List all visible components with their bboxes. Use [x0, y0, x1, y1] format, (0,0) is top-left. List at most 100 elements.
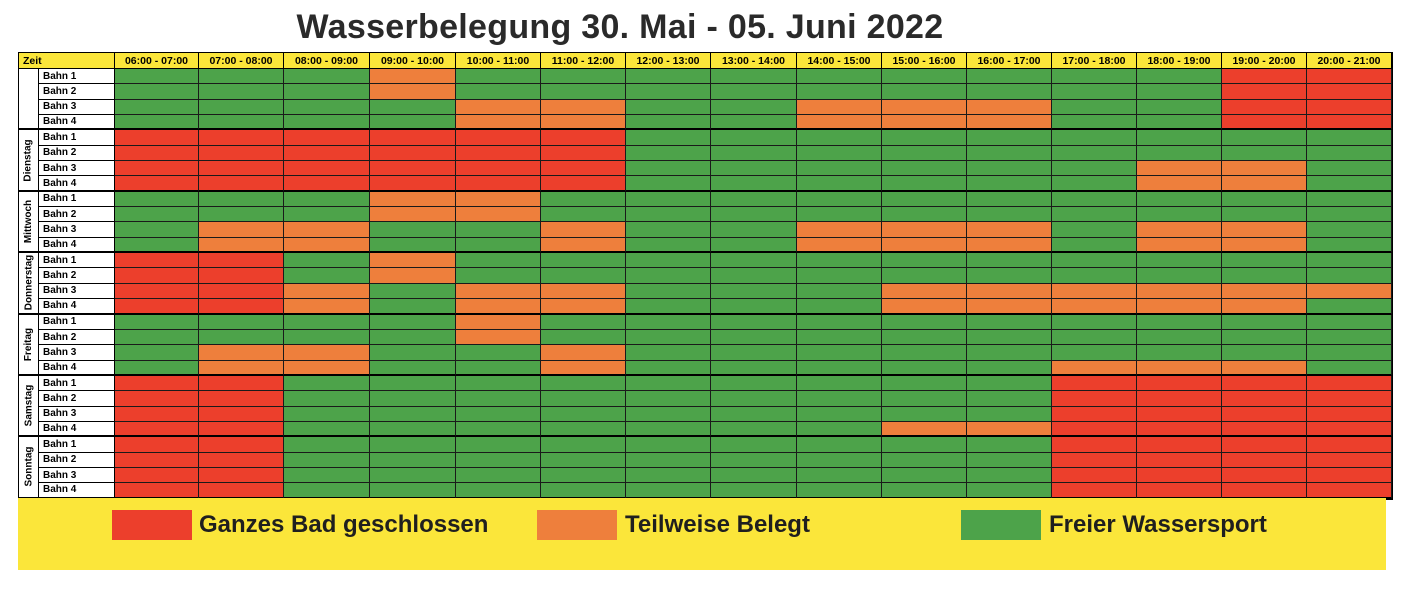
schedule-cell	[711, 161, 797, 177]
schedule-cell	[541, 115, 626, 131]
schedule-cell	[199, 268, 284, 284]
schedule-cell	[284, 268, 370, 284]
schedule-cell	[626, 360, 711, 376]
schedule-cell	[711, 360, 797, 376]
schedule-cell	[967, 283, 1052, 300]
schedule-cell	[199, 391, 284, 407]
schedule-cell	[1052, 207, 1137, 223]
schedule-cell	[626, 99, 711, 116]
schedule-cell	[284, 391, 370, 407]
schedule-cell	[456, 452, 541, 468]
schedule-cell	[882, 283, 967, 300]
schedule-cell	[711, 406, 797, 422]
schedule-cell	[1222, 283, 1307, 300]
schedule-cell	[370, 84, 456, 100]
schedule-cell	[456, 467, 541, 484]
schedule-cell	[1137, 99, 1222, 116]
schedule-cell	[199, 130, 284, 146]
schedule-cell	[626, 421, 711, 438]
schedule-cell	[199, 421, 284, 438]
schedule-cell	[456, 99, 541, 116]
lane-label: Bahn 2	[39, 329, 115, 346]
schedule-cell	[541, 314, 626, 330]
schedule-cell	[541, 360, 626, 376]
schedule-cell	[456, 268, 541, 284]
schedule-cell	[1137, 69, 1222, 85]
schedule-cell	[1137, 345, 1222, 361]
schedule-cell	[284, 222, 370, 238]
lane-label: Bahn 4	[39, 115, 115, 131]
schedule-cell	[626, 299, 711, 315]
schedule-cell	[115, 437, 199, 453]
schedule-cell	[711, 483, 797, 499]
schedule-cell	[115, 406, 199, 422]
lane-label: Bahn 4	[39, 176, 115, 192]
legend-swatch-partial	[537, 510, 617, 540]
schedule-cell	[797, 268, 882, 284]
lane-label: Bahn 3	[39, 467, 115, 484]
schedule-cell	[1137, 483, 1222, 499]
schedule-cell	[284, 207, 370, 223]
schedule-cell	[284, 375, 370, 392]
schedule-cell	[626, 145, 711, 162]
schedule-cell	[284, 191, 370, 208]
schedule-cell	[1307, 360, 1392, 376]
schedule-cell	[1307, 391, 1392, 407]
schedule-cell	[1222, 130, 1307, 146]
schedule-cell	[882, 329, 967, 346]
schedule-cell	[797, 207, 882, 223]
schedule-cell	[626, 130, 711, 146]
schedule-cell	[967, 483, 1052, 499]
schedule-cell	[199, 191, 284, 208]
schedule-cell	[711, 421, 797, 438]
schedule-cell	[967, 452, 1052, 468]
lane-label: Bahn 2	[39, 145, 115, 162]
legend-label-free: Freier Wassersport	[1049, 511, 1267, 538]
schedule-cell	[1222, 391, 1307, 407]
schedule-cell	[1137, 115, 1222, 131]
schedule-cell	[626, 345, 711, 361]
schedule-cell	[370, 207, 456, 223]
schedule-cell	[1307, 253, 1392, 269]
schedule-cell	[711, 237, 797, 254]
schedule-cell	[882, 130, 967, 146]
schedule-cell	[967, 130, 1052, 146]
schedule-cell	[626, 253, 711, 269]
schedule-cell	[541, 130, 626, 146]
schedule-cell	[541, 84, 626, 100]
day-label-mittwoch: Mittwoch	[19, 191, 39, 254]
schedule-cell	[370, 437, 456, 453]
schedule-cell	[1222, 176, 1307, 192]
lane-label: Bahn 4	[39, 237, 115, 254]
lane-label: Bahn 3	[39, 283, 115, 300]
schedule-cell	[626, 437, 711, 453]
schedule-cell	[1222, 421, 1307, 438]
schedule-cell	[1222, 299, 1307, 315]
schedule-cell	[711, 130, 797, 146]
schedule-cell	[797, 375, 882, 392]
schedule-cell	[284, 69, 370, 85]
schedule-cell	[370, 268, 456, 284]
schedule-cell	[541, 191, 626, 208]
schedule-cell	[541, 375, 626, 392]
schedule-cell	[370, 99, 456, 116]
schedule-cell	[626, 268, 711, 284]
schedule-cell	[456, 283, 541, 300]
schedule-cell	[1222, 345, 1307, 361]
schedule-cell	[370, 69, 456, 85]
schedule-cell	[797, 360, 882, 376]
schedule-cell	[797, 299, 882, 315]
schedule-cell	[1307, 69, 1392, 85]
schedule-cell	[1137, 268, 1222, 284]
schedule-cell	[370, 191, 456, 208]
schedule-cell	[199, 145, 284, 162]
schedule-cell	[541, 329, 626, 346]
day-name: Mittwoch	[23, 199, 35, 244]
schedule-cell	[115, 99, 199, 116]
schedule-cell	[882, 421, 967, 438]
schedule-cell	[284, 99, 370, 116]
schedule-cell	[1307, 452, 1392, 468]
schedule-cell	[1137, 222, 1222, 238]
lane-label: Bahn 4	[39, 421, 115, 438]
schedule-cell	[711, 299, 797, 315]
